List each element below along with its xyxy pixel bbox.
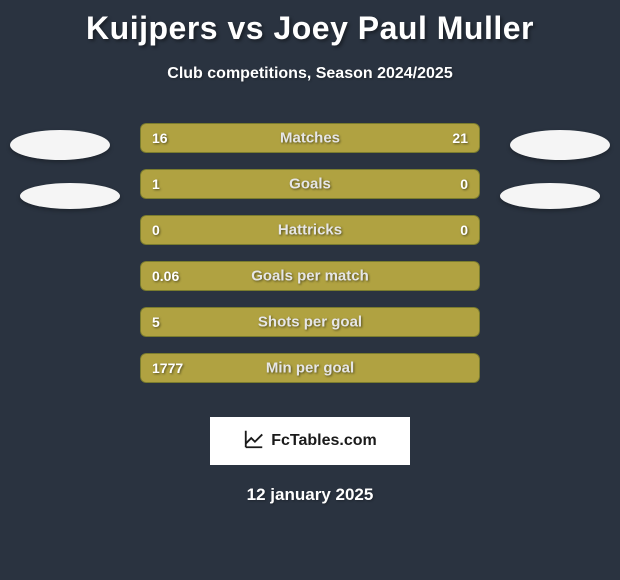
date-line: 12 january 2025	[0, 485, 620, 505]
stat-row: Min per goal 1777	[140, 353, 480, 383]
player-left-photo-1	[10, 130, 110, 160]
player-left-photo-2	[20, 183, 120, 209]
bar-right	[439, 307, 480, 337]
stat-label: Goals per match	[251, 268, 369, 285]
subtitle: Club competitions, Season 2024/2025	[0, 65, 620, 83]
stat-row: Goals 1 0	[140, 169, 480, 199]
page-title: Kuijpers vs Joey Paul Muller	[0, 0, 620, 47]
stat-value-left: 5	[152, 314, 160, 330]
stat-value-left: 0	[152, 222, 160, 238]
bar-right	[402, 169, 480, 199]
stat-label: Min per goal	[266, 360, 354, 377]
stat-value-right: 0	[460, 222, 468, 238]
stats-area: Matches 16 21 Goals 1 0 Hattricks 0 0 Goals per m…	[0, 123, 620, 403]
stat-label: Matches	[280, 130, 340, 147]
stat-value-left: 0.06	[152, 268, 179, 284]
stat-label: Goals	[289, 176, 331, 193]
player-right-photo-2	[500, 183, 600, 209]
stat-value-right: 21	[452, 130, 468, 146]
stat-value-right: 0	[460, 176, 468, 192]
stat-label: Shots per goal	[258, 314, 362, 331]
stat-value-left: 1	[152, 176, 160, 192]
stat-row: Matches 16 21	[140, 123, 480, 153]
comparison-bars: Matches 16 21 Goals 1 0 Hattricks 0 0 Goals per m…	[140, 123, 480, 399]
bar-left	[140, 169, 402, 199]
brand-badge[interactable]: FcTables.com	[210, 417, 410, 465]
stat-value-left: 16	[152, 130, 168, 146]
stat-row: Goals per match 0.06	[140, 261, 480, 291]
chart-icon	[243, 428, 265, 455]
stat-value-left: 1777	[152, 360, 183, 376]
stat-row: Hattricks 0 0	[140, 215, 480, 245]
stat-row: Shots per goal 5	[140, 307, 480, 337]
stat-label: Hattricks	[278, 222, 342, 239]
player-right-photo-1	[510, 130, 610, 160]
brand-text: FcTables.com	[271, 432, 377, 450]
